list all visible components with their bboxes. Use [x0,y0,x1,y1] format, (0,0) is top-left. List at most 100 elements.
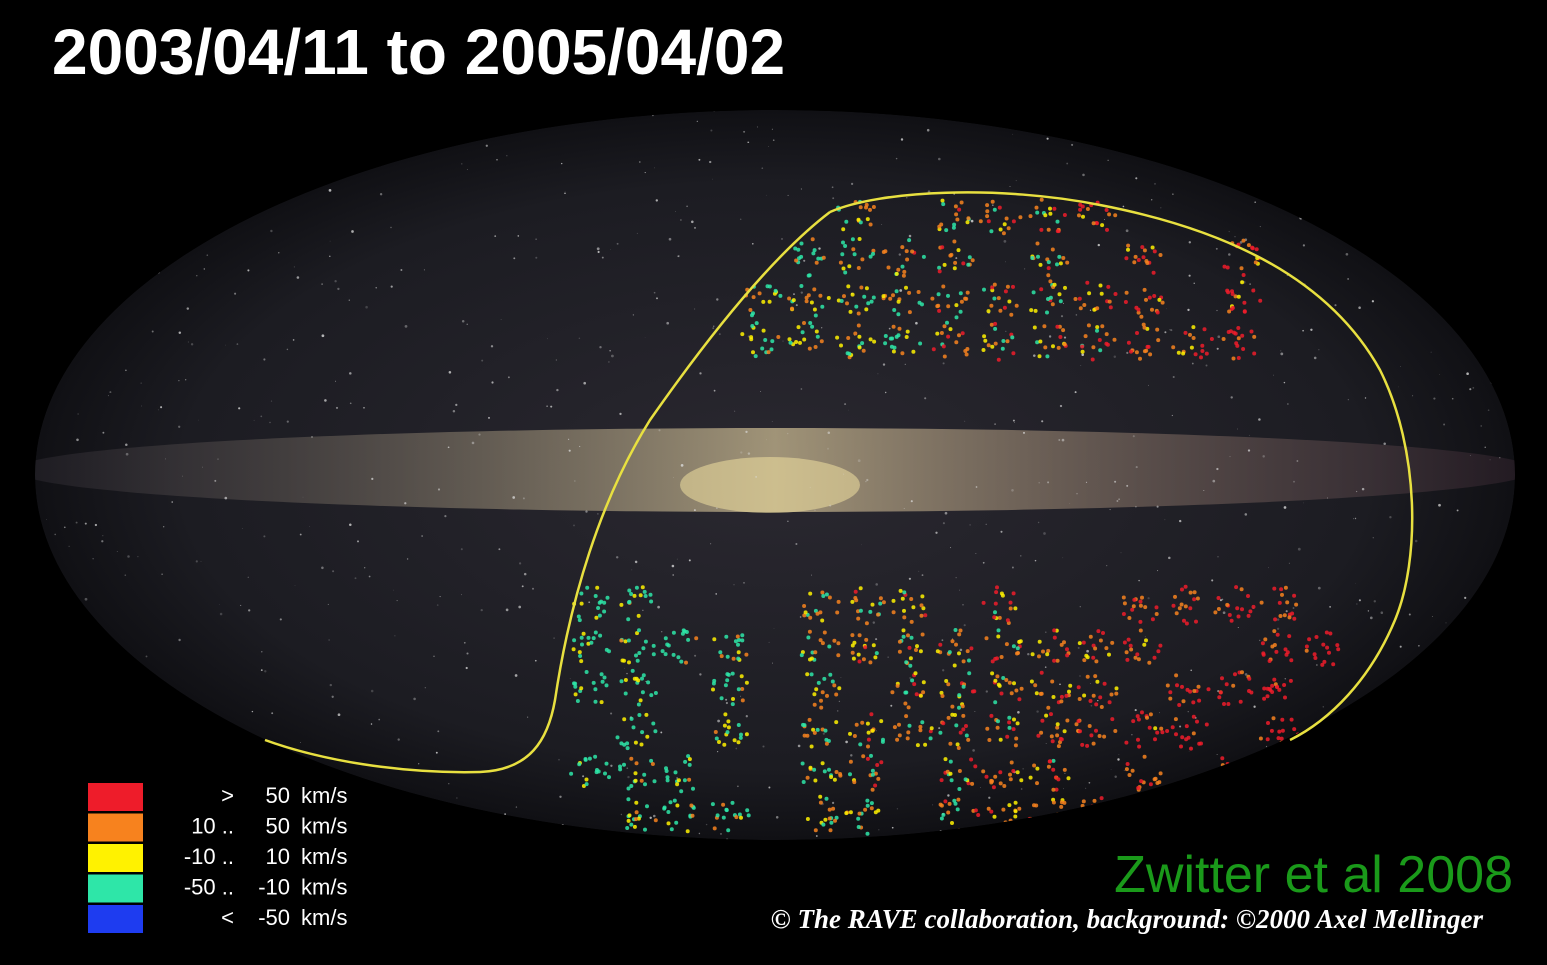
star [743,582,745,584]
field-dot [1102,734,1107,739]
field-dot [634,585,639,590]
field-dot [1230,292,1235,296]
star [351,230,354,233]
field-dot [1191,731,1196,736]
field-dot [956,797,961,802]
field-dot [763,338,768,342]
field-dot [629,822,634,827]
star [335,380,337,382]
field-dot [857,659,862,664]
field-dot [1127,616,1132,620]
field-dot [1039,670,1044,675]
field-dot [1104,208,1109,212]
field-dot [724,634,729,639]
field-dot [1110,717,1115,722]
field [848,712,885,749]
star [850,182,854,186]
field-dot [1055,262,1059,267]
field-dot [721,815,726,820]
field-dot [1093,674,1098,679]
star [1229,456,1231,458]
field-dot [787,296,792,301]
field [805,794,839,833]
field-dot [1188,332,1192,337]
field-dot [1202,327,1207,332]
field-dot [1152,249,1157,254]
star [506,155,508,157]
field-dot [1062,767,1067,772]
field-dot [981,600,986,605]
field-dot [963,349,968,353]
field-dot [634,810,639,815]
field-dot [1055,722,1060,727]
field-dot [894,289,899,294]
star [1089,683,1091,684]
star [1089,309,1092,311]
field-dot [992,615,997,620]
field-dot [1277,600,1282,605]
star [514,674,518,677]
star [840,677,842,678]
field-dot [1147,660,1152,665]
field-dot [953,204,958,209]
field-dot [883,334,888,338]
field-dot [584,670,589,674]
field-dot [634,761,639,766]
field-dot [627,813,632,818]
star [109,391,112,394]
field-dot [937,269,942,274]
star [370,723,373,725]
field-dot [1031,290,1036,295]
field-dot [737,812,742,817]
star [84,522,87,525]
star [642,609,644,611]
field-dot [1188,689,1193,694]
field-dot [740,638,745,643]
field-dot [1141,322,1146,327]
star [1302,244,1306,247]
field-dot [848,810,853,815]
field-dot [1113,213,1118,218]
field-dot [653,729,658,734]
star [1066,162,1069,165]
star [279,618,282,621]
field-dot [1275,685,1280,689]
star [1259,639,1261,642]
star [535,256,538,259]
star [1034,559,1037,562]
field-dot [819,705,824,710]
field-dot [873,655,878,660]
star [1327,497,1328,499]
star [240,604,242,606]
star [421,535,423,537]
field-dot [735,634,740,639]
star [985,523,987,525]
field-dot [736,723,741,727]
field-dot [1277,729,1282,734]
field-dot [865,721,870,726]
star [522,497,525,500]
field-dot [868,207,872,212]
star [1172,193,1174,195]
field-dot [733,639,738,644]
star [1288,562,1290,564]
field-dot [896,312,901,317]
field-dot [773,288,778,293]
field-dot [1049,712,1053,717]
field-dot [577,650,582,655]
star [1082,173,1085,177]
star [1154,183,1156,185]
field-dot [1304,648,1309,653]
field-dot [1114,686,1119,691]
field-dot [1008,772,1012,777]
field-dot [805,775,810,780]
field-dot [1088,699,1093,703]
field-dot [918,649,923,654]
star [1247,449,1251,452]
field-dot [945,769,950,774]
field-dot [954,642,958,647]
star [1262,455,1265,458]
field-dot [1007,720,1012,725]
star [1356,603,1358,605]
field-dot [1145,715,1149,720]
